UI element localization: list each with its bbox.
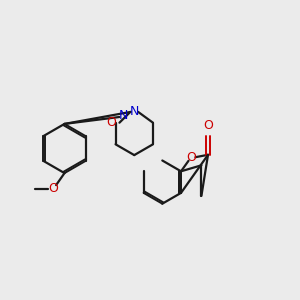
Text: O: O bbox=[48, 182, 58, 195]
Text: N: N bbox=[130, 105, 139, 119]
Text: O: O bbox=[203, 119, 213, 132]
Text: O: O bbox=[187, 151, 196, 164]
Text: O: O bbox=[106, 116, 116, 129]
Text: N: N bbox=[118, 109, 128, 122]
